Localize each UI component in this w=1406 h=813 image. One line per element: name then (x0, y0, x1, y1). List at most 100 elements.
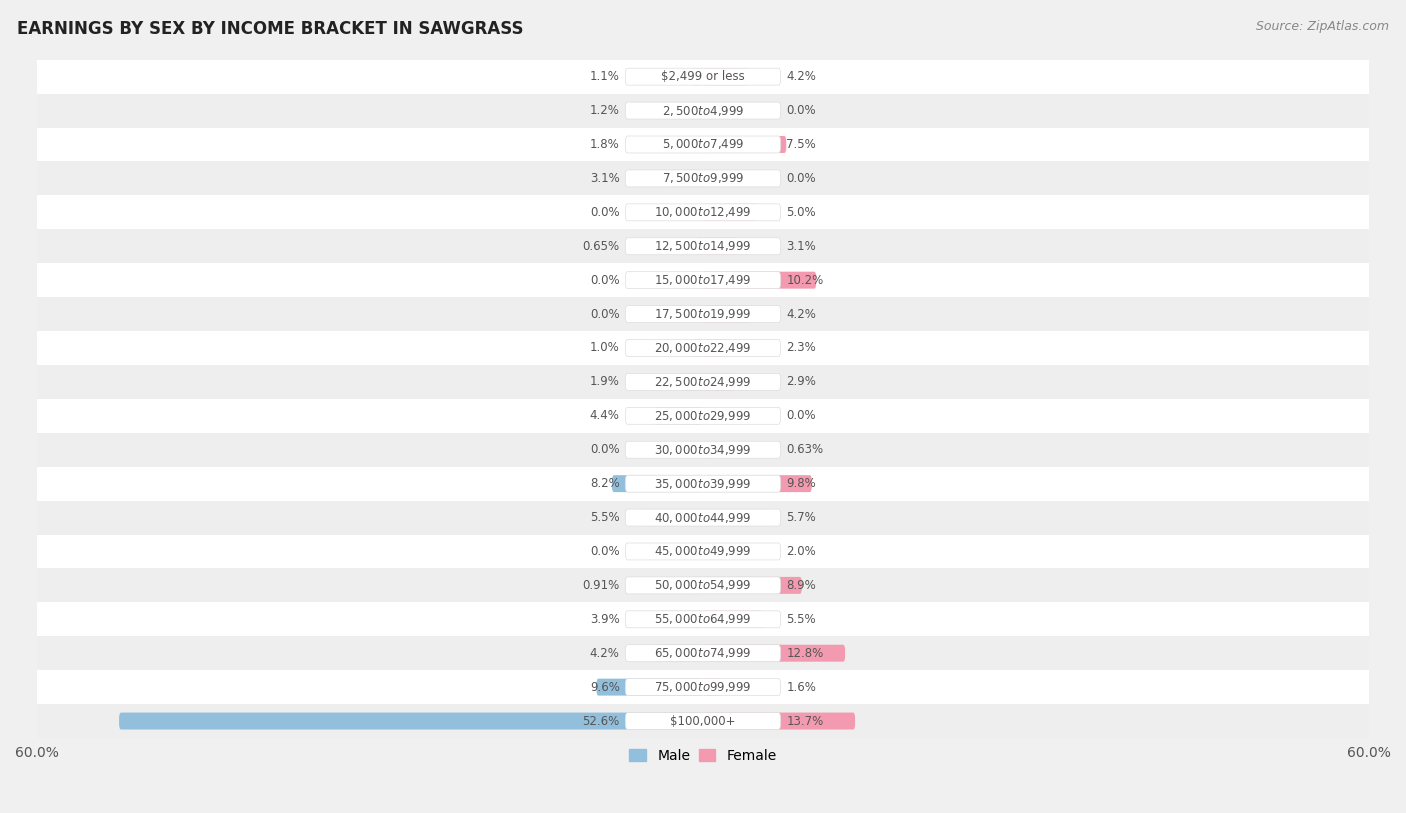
Text: $12,500 to $14,999: $12,500 to $14,999 (654, 239, 752, 253)
Text: $40,000 to $44,999: $40,000 to $44,999 (654, 511, 752, 524)
Text: 13.7%: 13.7% (786, 715, 824, 728)
Text: $5,000 to $7,499: $5,000 to $7,499 (662, 137, 744, 151)
FancyBboxPatch shape (626, 306, 780, 323)
Text: 1.0%: 1.0% (591, 341, 620, 354)
Text: $20,000 to $22,499: $20,000 to $22,499 (654, 341, 752, 355)
FancyBboxPatch shape (643, 509, 703, 526)
FancyBboxPatch shape (626, 272, 780, 289)
Text: 1.9%: 1.9% (591, 376, 620, 389)
FancyBboxPatch shape (654, 407, 703, 424)
Text: $45,000 to $49,999: $45,000 to $49,999 (654, 545, 752, 559)
Bar (37, 433, 1369, 467)
Text: 8.9%: 8.9% (786, 579, 815, 592)
FancyBboxPatch shape (703, 340, 728, 356)
FancyBboxPatch shape (626, 68, 780, 85)
Text: $15,000 to $17,499: $15,000 to $17,499 (654, 273, 752, 287)
Bar (37, 229, 1369, 263)
FancyBboxPatch shape (703, 543, 725, 560)
FancyBboxPatch shape (703, 441, 710, 459)
Text: $65,000 to $74,999: $65,000 to $74,999 (654, 646, 752, 660)
FancyBboxPatch shape (626, 237, 780, 254)
Text: 4.2%: 4.2% (786, 307, 815, 320)
Text: 3.1%: 3.1% (786, 240, 815, 253)
FancyBboxPatch shape (120, 712, 703, 729)
Text: 3.1%: 3.1% (591, 172, 620, 185)
FancyBboxPatch shape (703, 577, 801, 593)
Text: $2,499 or less: $2,499 or less (661, 70, 745, 83)
FancyBboxPatch shape (690, 68, 703, 85)
FancyBboxPatch shape (626, 712, 780, 729)
FancyBboxPatch shape (596, 679, 703, 696)
Text: 0.0%: 0.0% (591, 206, 620, 219)
Text: 0.91%: 0.91% (582, 579, 620, 592)
Text: 4.4%: 4.4% (591, 409, 620, 422)
Text: 0.0%: 0.0% (591, 274, 620, 287)
Text: $50,000 to $54,999: $50,000 to $54,999 (654, 578, 752, 593)
Text: 8.2%: 8.2% (591, 477, 620, 490)
FancyBboxPatch shape (626, 407, 780, 424)
FancyBboxPatch shape (626, 340, 780, 356)
FancyBboxPatch shape (683, 136, 703, 153)
Text: 0.0%: 0.0% (591, 443, 620, 456)
FancyBboxPatch shape (703, 509, 766, 526)
Text: EARNINGS BY SEX BY INCOME BRACKET IN SAWGRASS: EARNINGS BY SEX BY INCOME BRACKET IN SAW… (17, 20, 523, 38)
FancyBboxPatch shape (696, 237, 703, 254)
Text: Source: ZipAtlas.com: Source: ZipAtlas.com (1256, 20, 1389, 33)
Text: 5.7%: 5.7% (786, 511, 815, 524)
FancyBboxPatch shape (659, 611, 703, 628)
Text: 1.2%: 1.2% (591, 104, 620, 117)
FancyBboxPatch shape (703, 373, 735, 390)
Text: 3.9%: 3.9% (591, 613, 620, 626)
FancyBboxPatch shape (626, 679, 780, 696)
Text: 2.3%: 2.3% (786, 341, 815, 354)
Text: 12.8%: 12.8% (786, 646, 824, 659)
Text: 1.6%: 1.6% (786, 680, 815, 693)
Text: $75,000 to $99,999: $75,000 to $99,999 (654, 680, 752, 694)
FancyBboxPatch shape (703, 237, 737, 254)
FancyBboxPatch shape (692, 340, 703, 356)
FancyBboxPatch shape (626, 509, 780, 526)
Text: $100,000+: $100,000+ (671, 715, 735, 728)
Text: $10,000 to $12,499: $10,000 to $12,499 (654, 206, 752, 220)
Text: 0.0%: 0.0% (786, 104, 815, 117)
Text: 0.0%: 0.0% (591, 545, 620, 558)
FancyBboxPatch shape (626, 170, 780, 187)
Text: 9.8%: 9.8% (786, 477, 815, 490)
FancyBboxPatch shape (703, 272, 817, 289)
Text: $2,500 to $4,999: $2,500 to $4,999 (662, 103, 744, 118)
Legend: Male, Female: Male, Female (624, 743, 782, 768)
Bar (37, 637, 1369, 670)
Bar (37, 331, 1369, 365)
FancyBboxPatch shape (703, 136, 786, 153)
Bar (37, 602, 1369, 637)
Text: 1.8%: 1.8% (591, 138, 620, 151)
Bar (37, 670, 1369, 704)
Text: 4.2%: 4.2% (786, 70, 815, 83)
Text: $22,500 to $24,999: $22,500 to $24,999 (654, 375, 752, 389)
FancyBboxPatch shape (626, 611, 780, 628)
Bar (37, 399, 1369, 433)
Text: $17,500 to $19,999: $17,500 to $19,999 (654, 307, 752, 321)
Text: 52.6%: 52.6% (582, 715, 620, 728)
Text: $55,000 to $64,999: $55,000 to $64,999 (654, 612, 752, 626)
FancyBboxPatch shape (626, 441, 780, 459)
FancyBboxPatch shape (703, 475, 811, 492)
FancyBboxPatch shape (626, 577, 780, 593)
Text: 10.2%: 10.2% (786, 274, 824, 287)
Text: 2.0%: 2.0% (786, 545, 815, 558)
FancyBboxPatch shape (626, 543, 780, 560)
Bar (37, 297, 1369, 331)
Bar (37, 704, 1369, 738)
Text: $7,500 to $9,999: $7,500 to $9,999 (662, 172, 744, 185)
Bar (37, 501, 1369, 534)
Text: 5.5%: 5.5% (591, 511, 620, 524)
Bar (37, 263, 1369, 297)
FancyBboxPatch shape (703, 204, 758, 221)
Bar (37, 467, 1369, 501)
Bar (37, 568, 1369, 602)
FancyBboxPatch shape (626, 204, 780, 221)
Text: 4.2%: 4.2% (591, 646, 620, 659)
FancyBboxPatch shape (703, 645, 845, 662)
Text: 1.1%: 1.1% (591, 70, 620, 83)
FancyBboxPatch shape (703, 68, 749, 85)
